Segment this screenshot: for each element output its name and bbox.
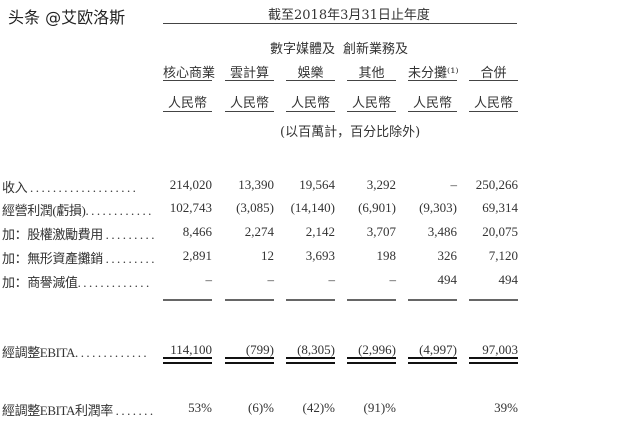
double-underline-top — [286, 357, 335, 359]
column-unit: 人民幣 — [167, 96, 207, 111]
cell-value: 39% — [494, 400, 518, 415]
row-label: 經營利潤(虧損). . . . . . . . . . . . — [2, 203, 152, 218]
cell-value: (6)% — [248, 400, 274, 415]
cell-value: (799) — [245, 342, 274, 357]
column-header: 其他 — [358, 66, 385, 81]
header-underline — [347, 80, 396, 81]
double-underline-top — [347, 357, 396, 359]
cell-value: (6,901) — [358, 200, 396, 215]
row-label: 加：商譽減值. . . . . . . . . . . . . — [2, 275, 149, 290]
cell-value: 250,266 — [475, 177, 518, 192]
row-label: 經調整EBITA. . . . . . . . . . . . . — [2, 345, 147, 360]
cell-value: 8,466 — [182, 224, 212, 239]
cell-value: 69,314 — [482, 200, 518, 215]
double-underline-bottom — [347, 362, 396, 364]
subtotal-line — [286, 299, 335, 301]
header-underline — [225, 80, 274, 81]
cell-value: 20,075 — [482, 224, 518, 239]
header-underline — [408, 80, 457, 81]
column-unit: 人民幣 — [473, 96, 513, 111]
watermark: 头条 @艾欧洛斯 — [8, 8, 126, 27]
cell-value: 97,003 — [482, 342, 518, 357]
cell-value: 2,891 — [182, 248, 212, 263]
unit-underline — [163, 111, 212, 112]
cell-value: (8,305) — [297, 342, 335, 357]
cell-value: – — [389, 272, 397, 287]
cell-value: 2,142 — [305, 224, 335, 239]
row-label: 加：股權激勵費用 . . . . . . . . . — [2, 227, 155, 242]
cell-value: (91)% — [363, 400, 397, 415]
cell-value: 7,120 — [488, 248, 518, 263]
row-label: 經調整EBITA利潤率 . . . . . . . — [2, 403, 153, 418]
cell-value: 2,274 — [244, 224, 274, 239]
row-label: 收入 . . . . . . . . . . . . . . . . . . . — [2, 180, 136, 195]
cell-value: (14,140) — [290, 200, 335, 215]
subtotal-line — [347, 299, 396, 301]
column-unit: 人民幣 — [290, 96, 330, 111]
unit-underline — [225, 111, 274, 112]
cell-value: 102,743 — [169, 200, 212, 215]
column-header: 雲計算 — [229, 66, 269, 81]
cell-value: (9,303) — [419, 200, 457, 215]
header-underline — [286, 80, 335, 81]
cell-value: 3,707 — [366, 224, 396, 239]
column-unit: 人民幣 — [351, 96, 391, 111]
column-header: 娛樂 — [297, 66, 324, 81]
title-divider — [163, 23, 517, 24]
cell-value: (42)% — [302, 400, 336, 415]
cell-value: 198 — [376, 248, 397, 263]
cell-value: 53% — [188, 400, 212, 415]
cell-value: 12 — [261, 248, 274, 263]
cell-value: 3,693 — [305, 248, 335, 263]
column-header: 未分攤⁽¹⁾ — [408, 66, 459, 81]
cell-value: 494 — [498, 272, 519, 287]
subtotal-line — [408, 299, 457, 301]
cell-value: 494 — [437, 272, 458, 287]
unit-underline — [347, 111, 396, 112]
double-underline-bottom — [469, 362, 518, 364]
double-underline-top — [163, 357, 212, 359]
double-underline-top — [408, 357, 457, 359]
cell-value: 3,292 — [366, 177, 396, 192]
cell-value: – — [450, 177, 458, 192]
subtotal-line — [469, 299, 518, 301]
cell-value: 114,100 — [170, 342, 212, 357]
double-underline-bottom — [163, 362, 212, 364]
cell-value: 19,564 — [299, 177, 335, 192]
column-unit: 人民幣 — [229, 96, 269, 111]
double-underline-top — [225, 357, 274, 359]
column-header: 核心商業 — [163, 66, 216, 81]
cell-value: – — [267, 272, 275, 287]
cell-value: 13,390 — [238, 177, 274, 192]
group-header-col3: 數字媒體及 — [270, 42, 336, 57]
cell-value: 326 — [437, 248, 458, 263]
cell-value: – — [205, 272, 213, 287]
table-title: 截至2018年3月31日止年度 — [268, 8, 430, 23]
cell-value: 3,486 — [427, 224, 457, 239]
unit-underline — [408, 111, 457, 112]
subtotal-line — [163, 299, 212, 301]
unit-underline — [469, 111, 518, 112]
header-underline — [163, 80, 212, 81]
cell-value: (2,996) — [358, 342, 396, 357]
double-underline-bottom — [286, 362, 335, 364]
column-header: 合併 — [480, 66, 507, 81]
header-underline — [469, 80, 518, 81]
double-underline-bottom — [225, 362, 274, 364]
column-unit: 人民幣 — [412, 96, 452, 111]
cell-value: 214,020 — [169, 177, 212, 192]
cell-value: (4,997) — [419, 342, 457, 357]
subtotal-line — [225, 299, 274, 301]
units-note: (以百萬計，百分比除外) — [280, 125, 421, 140]
double-underline-top — [469, 357, 518, 359]
row-label: 加：無形資產攤銷 . . . . . . . . . — [2, 251, 155, 266]
double-underline-bottom — [408, 362, 457, 364]
cell-value: (3,085) — [236, 200, 274, 215]
unit-underline — [286, 111, 335, 112]
cell-value: – — [328, 272, 336, 287]
group-header-col4: 創新業務及 — [343, 42, 409, 57]
